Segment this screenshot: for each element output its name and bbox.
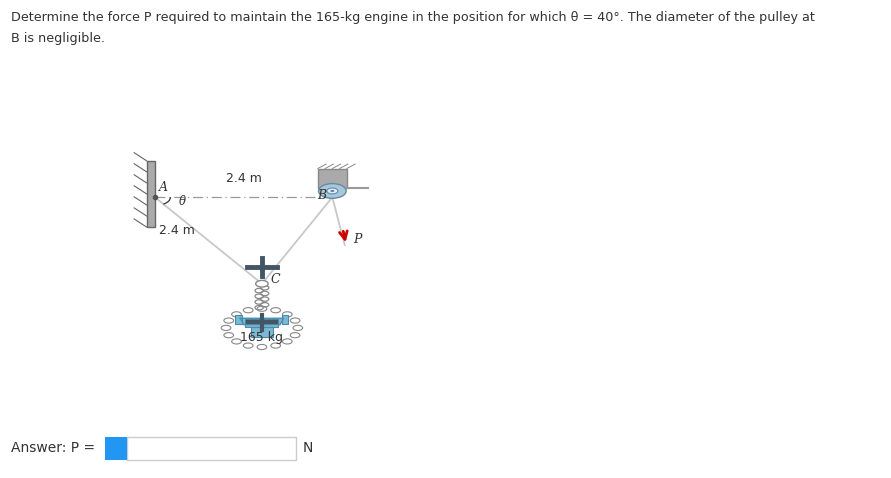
- Text: 2.4 m: 2.4 m: [159, 224, 195, 237]
- Text: Answer: P =: Answer: P =: [11, 441, 99, 456]
- Text: 2.4 m: 2.4 m: [225, 172, 262, 185]
- Text: P: P: [353, 233, 362, 246]
- Text: Determine the force P required to maintain the 165-kg engine in the position for: Determine the force P required to mainta…: [11, 11, 814, 23]
- Circle shape: [331, 190, 334, 192]
- Text: B is negligible.: B is negligible.: [11, 32, 104, 45]
- Text: B: B: [317, 189, 326, 202]
- Bar: [318, 169, 347, 188]
- Text: θ: θ: [178, 196, 185, 208]
- Bar: [250, 327, 274, 337]
- Text: i: i: [113, 441, 119, 456]
- Text: 165 kg: 165 kg: [241, 331, 283, 344]
- Text: N: N: [303, 441, 314, 456]
- Bar: [235, 315, 242, 324]
- Circle shape: [256, 281, 268, 287]
- Polygon shape: [241, 318, 283, 325]
- Bar: [282, 315, 289, 324]
- Circle shape: [327, 188, 338, 194]
- Bar: [147, 161, 155, 227]
- Circle shape: [319, 184, 346, 198]
- Text: A: A: [159, 181, 168, 194]
- Bar: [245, 319, 279, 327]
- Text: C: C: [271, 273, 281, 286]
